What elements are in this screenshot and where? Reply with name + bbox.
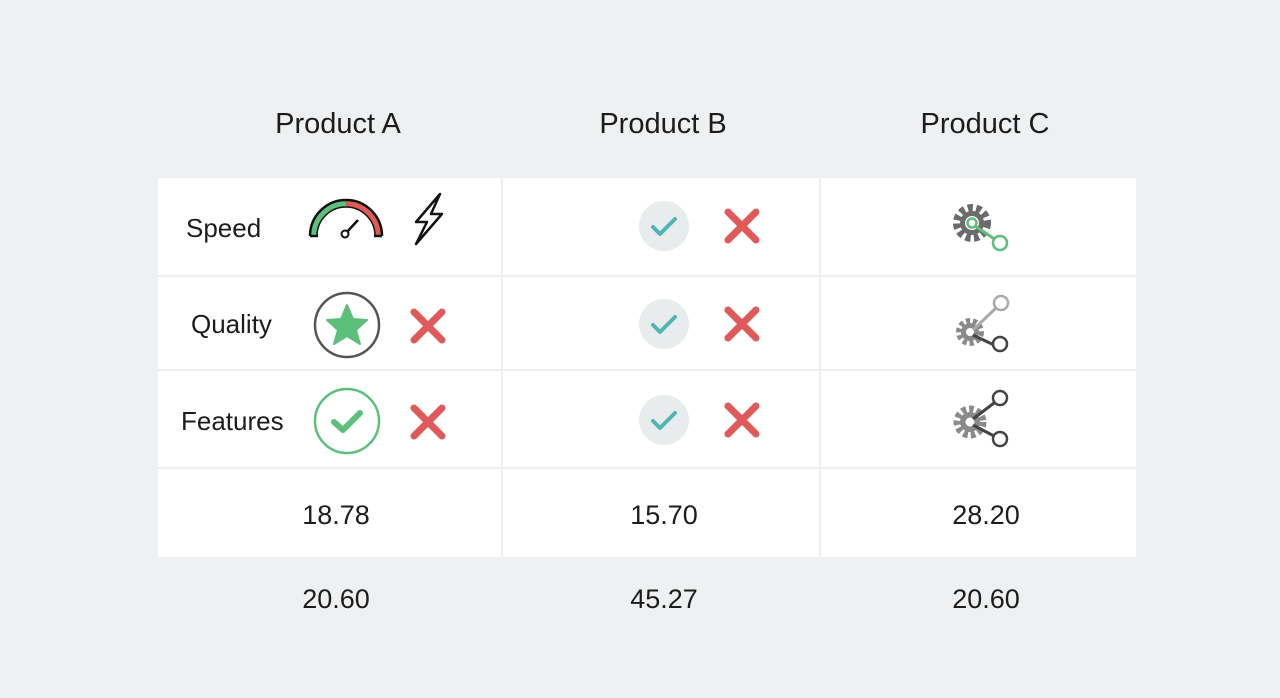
star-circle-icon	[313, 291, 381, 359]
speedometer-icon	[308, 198, 384, 239]
check-badge-icon	[639, 201, 689, 251]
header-product-c: Product C	[920, 108, 1050, 140]
divider	[501, 178, 503, 557]
x-icon	[724, 208, 760, 244]
divider	[158, 369, 1136, 371]
row-label-features: Features	[181, 406, 284, 436]
value-a-2: 20.60	[302, 584, 370, 614]
divider	[819, 178, 821, 557]
value-c-2: 20.60	[952, 584, 1020, 614]
divider	[158, 467, 1136, 469]
check-circle-icon	[313, 387, 381, 455]
value-b-1: 15.70	[630, 500, 698, 530]
x-icon	[724, 306, 760, 342]
gear-share-icon	[953, 389, 1009, 448]
check-badge-icon	[639, 395, 689, 445]
lightning-icon	[414, 192, 444, 246]
check-badge-icon	[639, 299, 689, 349]
gear-share-icon	[956, 294, 1010, 353]
value-b-2: 45.27	[630, 584, 698, 614]
row-label-speed: Speed	[186, 213, 262, 243]
x-icon	[724, 402, 760, 438]
header-product-b: Product B	[599, 108, 727, 140]
divider	[158, 275, 1136, 277]
value-c-1: 28.20	[952, 500, 1020, 530]
comparison-table: Speed Quality Features 18.78 15.70 28.20	[158, 178, 1136, 557]
header-product-a: Product A	[275, 108, 401, 140]
x-icon	[410, 308, 446, 344]
value-a-1: 18.78	[302, 500, 370, 530]
x-icon	[410, 404, 446, 440]
gear-share-icon	[953, 204, 1009, 252]
row-label-quality: Quality	[191, 309, 272, 339]
